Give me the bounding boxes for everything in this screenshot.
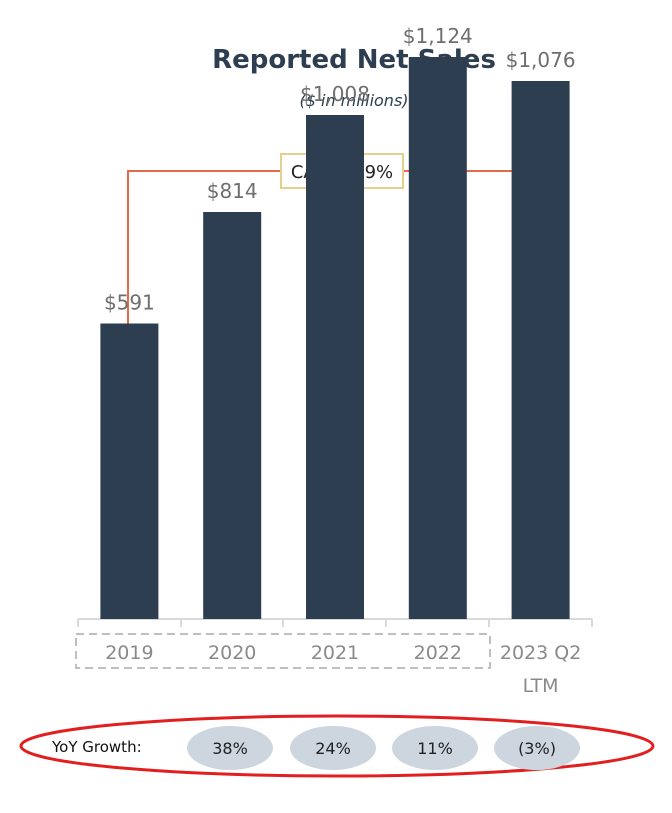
- yoy-value-2: 11%: [417, 739, 453, 758]
- category-label-4-line2: LTM: [523, 675, 559, 697]
- category-labels-group: 2019 2020 2021 2022 2023 Q2 LTM: [105, 642, 581, 697]
- value-label-2: $1,008: [300, 82, 370, 106]
- yoy-group: 38% 24% 11% (3%): [187, 726, 580, 770]
- yoy-pill-2: [392, 726, 478, 770]
- bar-4: [511, 81, 570, 619]
- yoy-pill-1: [290, 726, 376, 770]
- bar-2: [306, 115, 364, 619]
- category-label-2: 2021: [311, 642, 359, 664]
- yoy-value-1: 24%: [315, 739, 351, 758]
- yoy-pill-0: [187, 726, 273, 770]
- category-label-3: 2022: [414, 642, 462, 664]
- value-label-3: $1,124: [403, 24, 473, 48]
- chart-subtitle: ($ in millions): [299, 91, 408, 110]
- value-labels-group: $591 $814 $1,008 $1,124 $1,076: [104, 24, 576, 315]
- bar-0: [100, 323, 159, 619]
- yoy-value-0: 38%: [212, 739, 248, 758]
- category-label-1: 2020: [208, 642, 256, 664]
- historical-years-dashed-box: [75, 633, 491, 669]
- value-label-0: $591: [104, 291, 155, 315]
- yoy-value-3: (3%): [518, 739, 556, 758]
- value-label-4: $1,076: [506, 48, 576, 72]
- x-axis: [77, 618, 593, 627]
- bars-group: [100, 57, 570, 619]
- bar-3: [408, 57, 467, 619]
- category-label-4: 2023 Q2: [500, 642, 581, 664]
- yoy-highlight-ring: [19, 714, 655, 778]
- category-label-0: 2019: [105, 642, 153, 664]
- yoy-growth-label: YoY Growth:: [51, 738, 142, 756]
- bar-1: [203, 212, 262, 619]
- value-label-1: $814: [207, 179, 258, 203]
- yoy-pill-3: [494, 726, 580, 770]
